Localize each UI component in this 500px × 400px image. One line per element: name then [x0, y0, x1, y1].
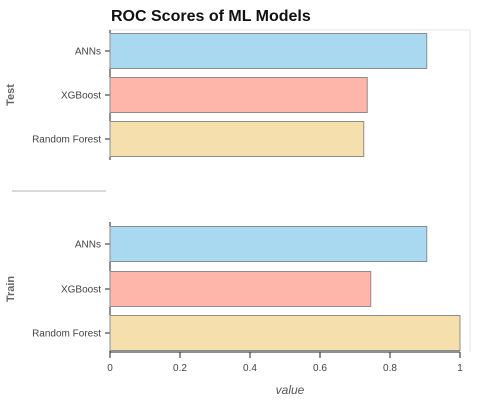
bar-test-random-forest[interactable] — [109, 121, 365, 157]
x-tick-label-3: 0.6 — [313, 363, 327, 374]
x-tick-label-1: 0.2 — [173, 363, 187, 374]
group-label-train: Train — [5, 276, 17, 303]
x-tick-label-4: 0.8 — [383, 363, 397, 374]
y-tick-label-test-random-forest: Random Forest — [32, 135, 101, 146]
bar-train-xgboost[interactable] — [109, 271, 372, 307]
bar-test-xgboost[interactable] — [109, 77, 368, 113]
bar-train-random-forest[interactable] — [109, 315, 461, 351]
y-tick-label-test-xgboost: XGBoost — [61, 91, 101, 102]
y-tick-label-train-anns: ANNs — [75, 240, 101, 251]
y-tick-label-train-xgboost: XGBoost — [61, 285, 101, 296]
chart-title: ROC Scores of ML Models — [111, 8, 311, 25]
x-tick-label-2: 0.4 — [243, 363, 257, 374]
x-axis-title: value — [276, 383, 305, 397]
x-tick-label-0: 0 — [107, 363, 113, 374]
y-tick-label-test-anns: ANNs — [75, 47, 101, 58]
x-tick-label-5: 1 — [457, 363, 463, 374]
y-tick-label-train-random-forest: Random Forest — [32, 329, 101, 340]
bar-test-anns[interactable] — [109, 33, 428, 69]
group-label-test: Test — [5, 84, 17, 106]
bar-train-anns[interactable] — [109, 226, 428, 262]
